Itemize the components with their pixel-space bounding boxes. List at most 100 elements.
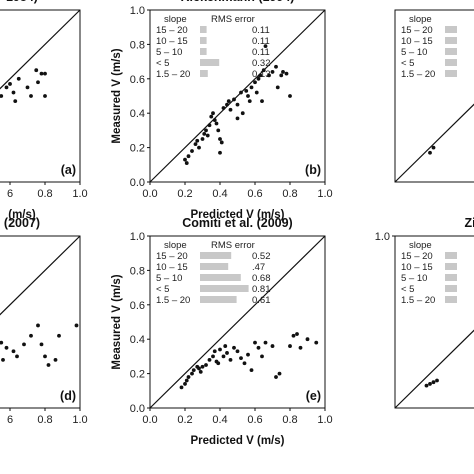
data-point: [232, 345, 236, 350]
data-point: [184, 378, 189, 383]
data-point: [29, 333, 33, 338]
x-tick-label: 0.0: [142, 188, 157, 200]
data-point: [183, 382, 187, 386]
legend-header-slope: slope: [164, 240, 187, 251]
data-point: [274, 64, 278, 69]
legend-header-rms: RMS error: [211, 240, 255, 251]
data-point: [228, 357, 233, 362]
rms-error-bar: [445, 70, 457, 77]
legend-slope-label: 5 – 10: [156, 47, 182, 58]
data-point: [36, 323, 40, 328]
data-point: [435, 378, 439, 383]
y-tick-label: 0.8: [130, 39, 145, 51]
y-tick-label: 1.0: [130, 5, 145, 17]
data-point: [211, 111, 215, 116]
legend-slope-label: 1.5 – 20: [156, 69, 190, 80]
data-point: [428, 150, 432, 155]
rms-error-bar: [200, 59, 220, 66]
legend-header-slope: slope: [409, 14, 432, 25]
data-point: [191, 368, 196, 373]
panel-label: (a): [61, 163, 76, 177]
one-to-one-line: [0, 235, 81, 316]
data-point: [288, 344, 292, 348]
x-tick-label: 0.8: [282, 414, 297, 426]
data-point: [247, 99, 252, 104]
data-point: [226, 99, 231, 104]
data-point: [22, 342, 26, 347]
legend-rms-value: 0.52: [252, 251, 271, 262]
data-point: [261, 68, 266, 73]
data-point: [239, 90, 243, 95]
data-point: [223, 344, 228, 348]
data-point: [205, 133, 210, 138]
legend-rms-value: 0.32: [252, 58, 271, 69]
data-point: [36, 80, 40, 85]
data-point: [53, 357, 58, 362]
legend-header-slope: slope: [409, 240, 432, 251]
legend-slope-label: < 5: [156, 58, 169, 69]
x-axis-label: (m/s): [8, 209, 36, 221]
data-point: [424, 383, 429, 388]
data-point: [184, 161, 189, 165]
data-point: [57, 333, 61, 338]
data-point: [204, 363, 208, 367]
rms-error-bar: [200, 37, 207, 44]
legend-slope-label: 15 – 20: [156, 251, 188, 262]
data-point: [183, 157, 187, 162]
data-point: [39, 71, 44, 76]
data-point: [225, 102, 229, 107]
data-point: [246, 352, 250, 357]
legend-rms-value: .47: [252, 262, 265, 273]
one-to-one-line: [149, 9, 326, 183]
x-tick-label: 0.8: [37, 414, 52, 426]
one-to-one-line: [394, 103, 474, 183]
legend-rms-value: 0.11: [252, 25, 270, 36]
data-point: [15, 354, 19, 359]
data-point: [275, 85, 280, 90]
data-point: [197, 366, 201, 371]
rms-error-bar: [200, 252, 232, 259]
data-point: [235, 102, 240, 107]
rms-error-bar: [200, 26, 207, 33]
rms-error-bar: [200, 70, 208, 77]
legend-slope-label: 15 – 20: [401, 25, 433, 36]
data-point: [263, 340, 268, 345]
data-point: [244, 88, 249, 93]
data-point: [13, 99, 18, 104]
y-tick-label: 0.4: [130, 108, 145, 120]
x-tick-label: 0.2: [177, 414, 192, 426]
data-point: [200, 137, 205, 141]
data-point: [218, 150, 222, 155]
rms-error-bar: [445, 59, 457, 66]
panel-label: (b): [305, 163, 321, 177]
x-tick-label: 6: [7, 414, 13, 426]
rms-error-bar: [445, 285, 457, 292]
data-point: [260, 354, 264, 359]
data-point: [258, 73, 263, 78]
data-point: [202, 131, 207, 136]
data-point: [284, 71, 289, 76]
data-point: [39, 342, 44, 347]
y-tick-label: 0.6: [130, 74, 145, 86]
data-point: [254, 90, 259, 95]
y-axis-label: Measured V (m/s): [111, 274, 123, 369]
data-point: [1, 357, 5, 362]
data-point: [277, 371, 282, 376]
one-to-one-line: [394, 329, 474, 409]
legend-slope-label: 1.5 – 20: [156, 295, 190, 306]
legend-header-rms: RMS error: [211, 14, 255, 25]
y-tick-label: 0.2: [130, 143, 145, 155]
x-axis-label: Predicted V (m/s): [191, 209, 285, 221]
data-point: [43, 354, 47, 359]
data-point: [431, 380, 436, 385]
rms-error-bar: [200, 48, 207, 55]
rms-error-bar: [200, 296, 237, 303]
rms-error-bar: [445, 252, 457, 259]
rms-error-bar: [445, 263, 457, 270]
rms-error-bar: [445, 296, 457, 303]
x-tick-label: 0.0: [142, 414, 157, 426]
data-point: [11, 349, 16, 354]
panel-label: (e): [306, 389, 321, 403]
panel-0: 6 0.8 1.0 1984) (m/s) (a): [0, 0, 88, 221]
